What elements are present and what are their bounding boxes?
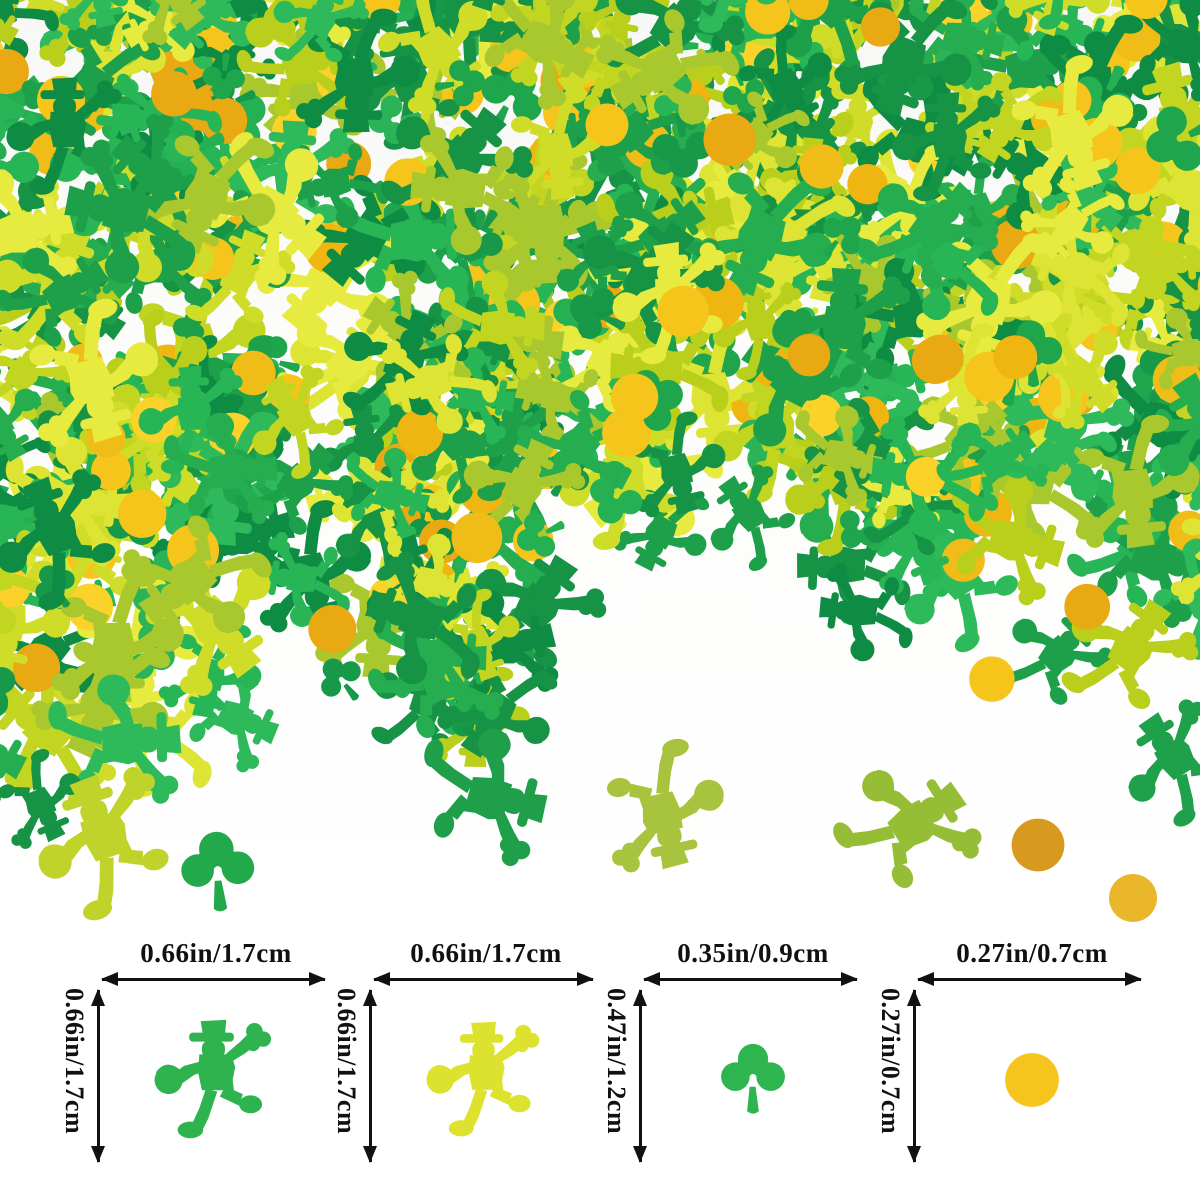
confetti-piece-circle — [1011, 818, 1065, 872]
height-dimension-label: 0.66in/1.7cm — [332, 988, 361, 1135]
width-dimension-label: 0.66in/1.7cm — [410, 938, 562, 968]
sample-leprechaun-green — [102, 990, 330, 1170]
confetti-piece-leprechaun — [590, 731, 737, 880]
vertical-dimension-arrow — [91, 989, 105, 1163]
confetti-piece-leprechaun — [1101, 689, 1200, 842]
horizontal-dimension-arrow — [373, 972, 594, 986]
confetti-piece-leprechaun — [815, 738, 993, 915]
vertical-dimension-arrow — [363, 989, 377, 1163]
vertical-dimension-arrow — [907, 989, 921, 1163]
size-guide-item-shamrock: 0.35in/0.9cm 0.47in/1.2cm — [600, 938, 862, 1200]
horizontal-dimension-arrow — [917, 972, 1142, 986]
sample-leprechaun-yellow — [374, 990, 598, 1170]
horizontal-dimension-arrow — [101, 972, 326, 986]
confetti-piece-circle — [1109, 874, 1157, 922]
horizontal-dimension-arrow — [643, 972, 858, 986]
confetti-piece-shamrock — [178, 829, 258, 914]
width-dimension-label: 0.27in/0.7cm — [956, 938, 1108, 968]
height-dimension-label: 0.47in/1.2cm — [602, 988, 631, 1135]
size-guide: 0.66in/1.7cm 0.66in/1.7cm 0.66in/1.7cm 0… — [0, 938, 1200, 1200]
size-guide-item-leprechaun-green: 0.66in/1.7cm 0.66in/1.7cm — [58, 938, 330, 1200]
height-dimension-label: 0.27in/0.7cm — [876, 988, 905, 1135]
confetti-piece-circle — [961, 648, 1023, 710]
sample-shamrock — [644, 990, 862, 1170]
vertical-dimension-arrow — [633, 989, 647, 1163]
sample-gold-circle — [918, 990, 1146, 1170]
width-dimension-label: 0.66in/1.7cm — [140, 938, 292, 968]
height-dimension-label: 0.66in/1.7cm — [60, 988, 89, 1135]
confetti-pile — [0, 0, 1200, 933]
size-guide-item-gold-circle: 0.27in/0.7cm 0.27in/0.7cm — [874, 938, 1146, 1200]
width-dimension-label: 0.35in/0.9cm — [677, 938, 829, 968]
size-guide-item-leprechaun-yellow: 0.66in/1.7cm 0.66in/1.7cm — [330, 938, 598, 1200]
